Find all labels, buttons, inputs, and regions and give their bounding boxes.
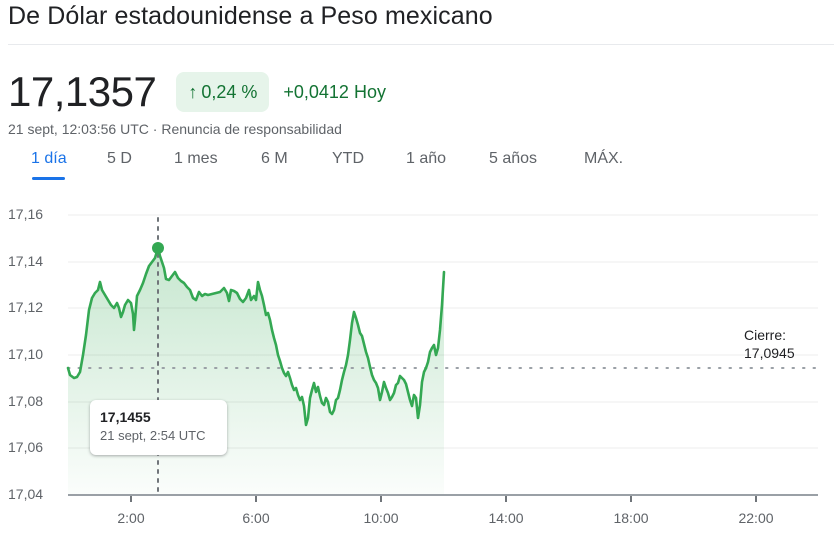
quote-timestamp: 21 sept, 12:03:56 UTC — [8, 121, 149, 137]
tab-max[interactable]: MÁX. — [584, 150, 624, 167]
previous-close-label: Cierre: 17,0945 — [744, 326, 795, 362]
x-tick-label: 14:00 — [488, 510, 524, 526]
x-tick-label: 6:00 — [242, 510, 270, 526]
active-tab-indicator — [32, 177, 65, 180]
change-absolute: +0,0412 Hoy — [283, 81, 386, 102]
highlight-point — [152, 242, 164, 254]
y-tick-label: 17,16 — [8, 206, 44, 222]
y-tick-label: 17,12 — [8, 299, 44, 315]
y-tick-label: 17,10 — [8, 346, 44, 362]
y-tick-label: 17,04 — [8, 486, 44, 502]
y-tick-label: 17,08 — [8, 393, 44, 409]
current-price: 17,1357 — [8, 68, 157, 115]
quote-row: 17,1357 ↑ 0,24 % +0,0412 Hoy — [8, 66, 386, 118]
tab-1-dia[interactable]: 1 día — [31, 150, 67, 167]
x-axis-ticks — [130, 496, 757, 502]
tab-5-anos[interactable]: 5 años — [489, 150, 538, 167]
y-tick-label: 17,06 — [8, 439, 44, 455]
tab-5-d[interactable]: 5 D — [107, 150, 132, 167]
tooltip-value: 17,1455 — [100, 409, 151, 425]
y-tick-label: 17,14 — [8, 253, 44, 269]
tab-6-m[interactable]: 6 M — [261, 150, 288, 167]
x-tick-label: 2:00 — [117, 510, 145, 526]
x-tick-label: 10:00 — [363, 510, 399, 526]
tab-1-ano[interactable]: 1 año — [406, 150, 447, 167]
tab-1-mes[interactable]: 1 mes — [174, 150, 218, 167]
change-percent-badge: ↑ 0,24 % — [176, 72, 270, 112]
x-tick-label: 22:00 — [738, 510, 774, 526]
title-divider — [8, 44, 834, 45]
chart-tooltip: 17,1455 21 sept, 2:54 UTC — [90, 400, 227, 455]
meta-separator: · — [148, 121, 162, 137]
disclaimer-link[interactable]: Renuncia de responsabilidad — [161, 121, 342, 137]
page-title: De Dólar estadounidense a Peso mexicano — [8, 2, 493, 30]
tooltip-time: 21 sept, 2:54 UTC — [100, 428, 206, 443]
change-percent: 0,24 % — [201, 81, 258, 102]
arrow-up-icon: ↑ — [188, 81, 198, 102]
close-value: 17,0945 — [744, 345, 795, 361]
close-caption: Cierre: — [744, 327, 787, 343]
tab-ytd[interactable]: YTD — [332, 150, 364, 167]
price-line — [66, 246, 446, 427]
x-tick-label: 18:00 — [613, 510, 649, 526]
quote-meta: 21 sept, 12:03:56 UTC · Renuncia de resp… — [8, 121, 342, 137]
area-fill — [68, 248, 444, 495]
